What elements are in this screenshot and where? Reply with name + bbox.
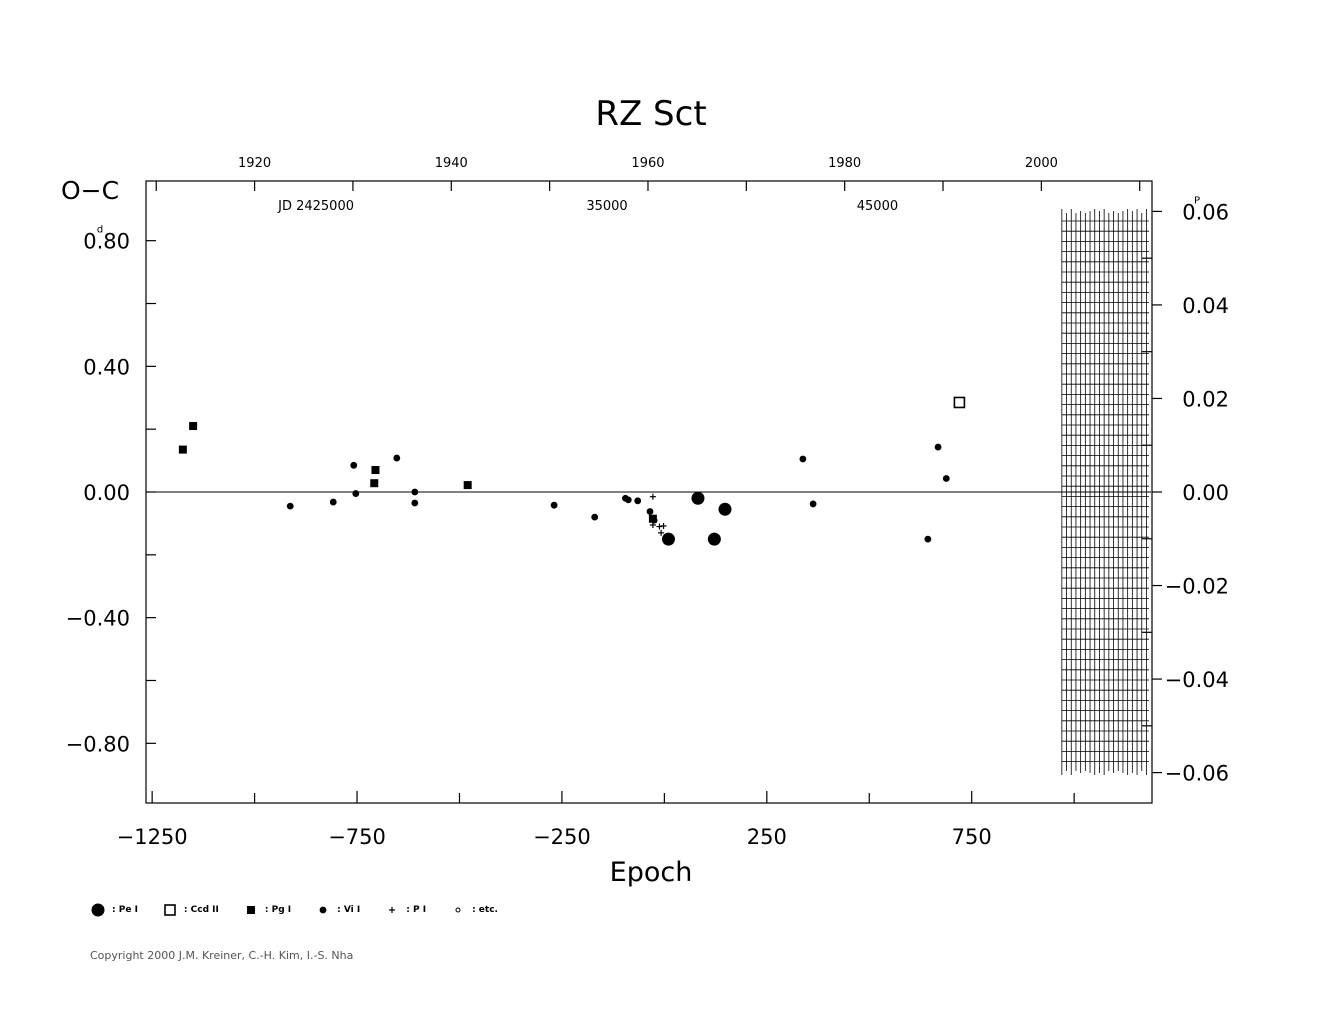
data-point bbox=[649, 493, 656, 500]
year-tick-label: 1980 bbox=[828, 156, 861, 171]
data-point bbox=[371, 466, 380, 475]
jd-label: 45000 bbox=[857, 199, 898, 214]
data-point bbox=[550, 501, 558, 509]
data-point bbox=[650, 516, 658, 524]
legend-item: : Pe I bbox=[90, 902, 138, 918]
jd-label: 35000 bbox=[586, 199, 627, 214]
legend-label: : Ccd II bbox=[183, 905, 219, 915]
legend-marker-dot bbox=[319, 906, 327, 914]
legend-label: : Pe I bbox=[112, 905, 138, 915]
data-point bbox=[329, 498, 337, 506]
legend-label: : Pg I bbox=[264, 905, 292, 915]
data-point bbox=[352, 490, 360, 497]
x-tick-label: −250 bbox=[533, 825, 591, 849]
series-filled-square bbox=[178, 422, 657, 523]
series-dot bbox=[286, 443, 950, 543]
legend-item: : Ccd II bbox=[162, 902, 219, 918]
data-point bbox=[286, 502, 294, 510]
legend-marker bbox=[246, 906, 255, 914]
legend-marker bbox=[164, 904, 176, 916]
y2-tick-label: 0.06 bbox=[1182, 200, 1229, 224]
copyright-text: Copyright 2000 J.M. Kreiner, C.-H. Kim, … bbox=[90, 949, 354, 962]
data-point bbox=[646, 508, 654, 515]
data-point bbox=[718, 502, 732, 516]
legend-label: : etc. bbox=[472, 905, 498, 915]
x-axis-label: Epoch bbox=[610, 857, 693, 888]
chart-title: RZ Sct bbox=[595, 94, 706, 134]
y2-unit-label: P bbox=[1194, 195, 1200, 206]
series-open-square bbox=[953, 396, 966, 409]
year-tick-label: 2000 bbox=[1025, 156, 1058, 171]
legend-marker-big-dot bbox=[91, 903, 105, 917]
data-point bbox=[707, 532, 721, 546]
year-tick-label: 1920 bbox=[238, 156, 271, 171]
y2-tick-label: 0.04 bbox=[1182, 294, 1229, 318]
y-axis-label: O−C bbox=[61, 176, 119, 205]
data-point bbox=[189, 422, 198, 431]
jd-label: JD 2425000 bbox=[277, 199, 354, 214]
series-plus bbox=[649, 493, 667, 536]
y-tick-label: 0.00 bbox=[83, 481, 130, 505]
legend: : Pe I : Ccd II : Pg I : Vi I : P I : etc. bbox=[90, 902, 522, 918]
y-unit-label: d bbox=[97, 225, 103, 236]
legend-marker bbox=[319, 906, 327, 914]
data-point bbox=[411, 488, 419, 496]
series-big-dot bbox=[661, 491, 732, 546]
data-point bbox=[634, 497, 642, 505]
data-point bbox=[370, 479, 379, 488]
data-point bbox=[661, 532, 675, 546]
data-point bbox=[660, 522, 667, 529]
y2-tick-label: −0.04 bbox=[1165, 668, 1229, 692]
y2-tick-label: 0.00 bbox=[1182, 481, 1229, 505]
y2-tick-label: 0.02 bbox=[1182, 387, 1229, 411]
y2-tick-label: −0.02 bbox=[1165, 575, 1229, 599]
x-tick-label: −1250 bbox=[117, 825, 188, 849]
year-tick-label: 1940 bbox=[435, 156, 468, 171]
legend-item: : etc. bbox=[450, 902, 498, 918]
year-tick-label: 1960 bbox=[631, 156, 664, 171]
legend-marker bbox=[91, 903, 105, 917]
y-tick-label: 0.80 bbox=[83, 230, 130, 254]
legend-marker-filled-square bbox=[246, 906, 255, 914]
legend-item: : Vi I bbox=[315, 902, 360, 918]
legend-label: : Vi I bbox=[337, 905, 361, 915]
data-point bbox=[924, 535, 932, 543]
data-point bbox=[591, 513, 599, 521]
legend-marker-small-circle bbox=[455, 907, 461, 913]
data-point bbox=[658, 529, 665, 536]
y-tick-label: 0.40 bbox=[83, 355, 130, 379]
data-point bbox=[350, 461, 358, 469]
data-point bbox=[649, 521, 656, 528]
legend-marker bbox=[455, 907, 461, 913]
data-point bbox=[178, 445, 187, 454]
data-point bbox=[656, 523, 663, 530]
legend-item: : Pg I bbox=[243, 902, 291, 918]
legend-item: : P I bbox=[384, 902, 426, 918]
legend-label: : P I bbox=[406, 905, 427, 915]
data-point bbox=[799, 455, 807, 463]
data-point bbox=[411, 499, 419, 507]
data-point bbox=[624, 496, 632, 504]
data-point bbox=[691, 491, 705, 505]
y-tick-label: −0.80 bbox=[66, 732, 130, 756]
data-point bbox=[809, 500, 817, 508]
y2-tick-label: −0.06 bbox=[1165, 762, 1229, 786]
data-point bbox=[934, 443, 942, 451]
data-point bbox=[463, 481, 472, 490]
legend-marker-plus bbox=[389, 907, 396, 913]
x-tick-label: 750 bbox=[952, 825, 992, 849]
legend-marker-open-square bbox=[164, 904, 176, 916]
x-tick-label: 250 bbox=[747, 825, 787, 849]
y-tick-label: −0.40 bbox=[66, 607, 130, 631]
data-point bbox=[393, 454, 401, 462]
legend-marker bbox=[389, 907, 396, 913]
data-point bbox=[942, 475, 950, 482]
x-tick-label: −750 bbox=[328, 825, 386, 849]
data-point bbox=[953, 396, 966, 409]
